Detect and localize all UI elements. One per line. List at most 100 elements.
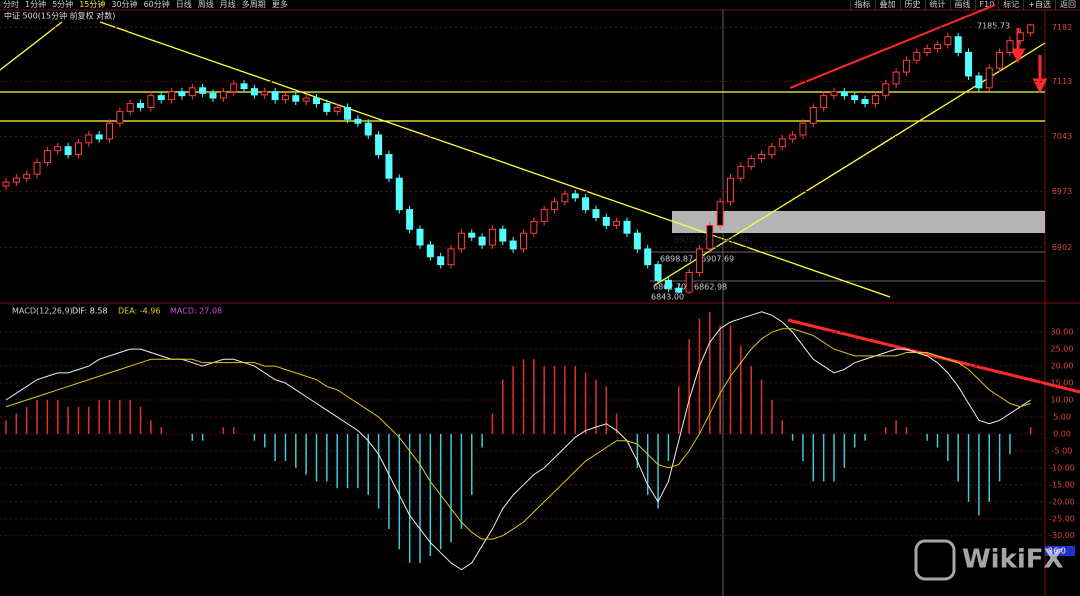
candle-body xyxy=(385,154,393,179)
candle-body xyxy=(240,83,248,90)
candle-body xyxy=(551,201,559,211)
candle-body xyxy=(923,48,931,53)
candle-body xyxy=(250,88,258,96)
candle-body xyxy=(820,95,828,108)
candle-body xyxy=(437,256,445,266)
candle-body xyxy=(219,91,227,99)
candle-body xyxy=(582,197,590,211)
candle-body xyxy=(882,83,890,97)
candle-body xyxy=(178,91,186,97)
candle-body xyxy=(509,240,517,250)
toolbar: 分时 1分钟 5分钟 15分钟 30分钟 60分钟 日线 周线 月线 多周期 更多 指标 叠加 历史 统计画… xyxy=(0,0,1080,10)
period-tab[interactable]: 月线 xyxy=(219,0,236,9)
candle-body xyxy=(530,220,538,234)
candle-body xyxy=(602,216,610,226)
y-tick-label: -15.00 xyxy=(1049,480,1075,489)
y-tick-label: -5.00 xyxy=(1052,446,1073,455)
candle-body xyxy=(540,209,548,222)
candle-body xyxy=(137,103,145,108)
tool-button[interactable]: 返回 xyxy=(1055,0,1080,10)
candle-body xyxy=(478,236,486,246)
candle-body xyxy=(830,91,838,97)
candle-body xyxy=(1016,32,1024,42)
candle-body xyxy=(633,232,641,250)
candle-body xyxy=(758,154,766,160)
candle-body xyxy=(447,248,455,266)
dea-line xyxy=(5,328,1031,540)
candle-body xyxy=(426,244,434,258)
trend-line xyxy=(99,21,891,298)
tool-button[interactable]: F10 xyxy=(974,0,999,10)
period-tab[interactable]: 多周期 xyxy=(241,0,266,9)
candle-body xyxy=(33,161,41,175)
candle-body xyxy=(654,264,662,281)
candle-body xyxy=(799,122,807,136)
candle-body xyxy=(644,248,652,266)
period-tab[interactable]: 周线 xyxy=(197,0,214,9)
candle-body xyxy=(1027,24,1035,34)
annotation: 7185.73 xyxy=(977,22,1010,31)
period-tab[interactable]: 1分钟 xyxy=(25,0,47,9)
candle-body xyxy=(333,106,341,112)
candle-body xyxy=(126,103,134,112)
candle-body xyxy=(364,122,372,136)
candle-body xyxy=(354,118,362,124)
candle-body xyxy=(395,177,403,211)
tool-button[interactable]: 统计 xyxy=(924,0,950,10)
candle-body xyxy=(840,91,848,97)
candle-body xyxy=(85,134,93,144)
candle-body xyxy=(892,71,900,85)
y-tick-label: 7182 xyxy=(1052,23,1072,32)
period-tab[interactable]: 5分钟 xyxy=(52,0,74,9)
tool-button[interactable]: 指标 xyxy=(849,0,875,10)
candle-body xyxy=(416,228,424,246)
zone xyxy=(672,211,1045,233)
y-tick-label: 0.00 xyxy=(1053,429,1071,438)
candle-body xyxy=(996,51,1004,69)
trend-lines xyxy=(0,21,1046,298)
candle-body xyxy=(147,95,155,108)
y-tick-label: 25.00 xyxy=(1051,345,1074,354)
y-tick-label: -20.00 xyxy=(1049,497,1075,506)
candle-body xyxy=(985,67,993,89)
arrows xyxy=(787,4,1080,394)
tools: 指标 叠加 历史 统计 画线 F10 标记 +自选 返回 xyxy=(849,0,1080,10)
candle-body xyxy=(2,181,10,187)
candle-body xyxy=(571,193,579,199)
candle-body xyxy=(913,51,921,61)
candle-body xyxy=(851,95,859,101)
period-tab[interactable]: 分时 xyxy=(3,0,19,9)
tool-button[interactable]: 历史 xyxy=(899,0,925,10)
candle-body xyxy=(861,99,869,105)
tool-button[interactable]: 标记 xyxy=(998,0,1023,10)
period-tab[interactable]: 30分钟 xyxy=(111,0,138,9)
candle-body xyxy=(157,95,165,101)
candle-body xyxy=(199,87,207,94)
period-tab[interactable]: 更多 xyxy=(271,0,288,9)
candle-body xyxy=(95,134,103,140)
macd-label: MACD: 27.08 xyxy=(170,307,222,316)
candle-body xyxy=(685,271,693,293)
y-tick-label: 6902 xyxy=(1052,243,1072,252)
candle-body xyxy=(344,106,352,120)
candle-body xyxy=(706,224,714,250)
period-tab[interactable]: 15分钟 xyxy=(79,0,106,9)
candle-body xyxy=(499,228,507,242)
y-tick-label: 7113 xyxy=(1052,77,1072,86)
candle-body xyxy=(106,122,113,140)
tool-button[interactable]: 叠加 xyxy=(874,0,900,10)
period-tab[interactable]: 60分钟 xyxy=(143,0,170,9)
candle-body xyxy=(271,91,279,101)
y-tick-label: 30.00 xyxy=(1051,328,1074,337)
tool-button[interactable]: 画线 xyxy=(949,0,975,10)
logo xyxy=(914,539,956,581)
watermark-text: WikiFX xyxy=(962,545,1064,575)
candle-body xyxy=(313,97,320,105)
candle-body xyxy=(292,95,300,102)
trend-line xyxy=(787,318,1080,394)
tool-button[interactable]: +自选 xyxy=(1023,0,1055,10)
candle-body xyxy=(1006,40,1014,53)
y-tick-label: 7043 xyxy=(1052,132,1072,141)
period-tab[interactable]: 日线 xyxy=(175,0,192,9)
